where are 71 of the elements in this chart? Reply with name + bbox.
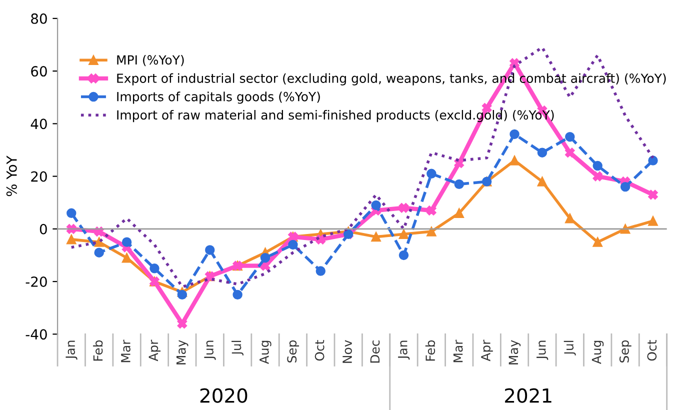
point [316, 266, 326, 276]
point [592, 160, 602, 171]
point [426, 226, 436, 236]
x-tick-label: Sep [287, 340, 300, 362]
point [94, 248, 104, 258]
y-tick-label: 60 [31, 66, 47, 77]
x-tick-label: Feb [93, 340, 103, 361]
point [177, 290, 188, 300]
point [426, 206, 436, 216]
text: 2021 [505, 388, 552, 403]
y-tick-label: -20 [26, 276, 47, 288]
point [371, 200, 381, 210]
x-tick-label: Aug [592, 340, 604, 364]
x-tick-label: Oct [647, 340, 657, 361]
x-tick-label: Mar [453, 340, 463, 362]
x-tick-label: Jul [564, 340, 576, 356]
point [648, 190, 658, 200]
point [510, 156, 520, 166]
point [122, 252, 132, 263]
point [371, 232, 381, 242]
point [648, 156, 658, 166]
x-tick-label: Jan [398, 340, 410, 360]
y-tick-label: 40 [30, 118, 47, 130]
x-tick-label: Nov [342, 340, 352, 363]
x-tick-label: Oct [314, 340, 324, 361]
x-tick-label: Dec [370, 340, 380, 363]
point [288, 240, 298, 250]
point [565, 132, 575, 142]
point [232, 290, 242, 300]
y-tick-label: 0 [40, 224, 47, 234]
point [94, 237, 104, 247]
point [426, 168, 436, 179]
point [150, 264, 160, 274]
x-tick-label: May [176, 340, 188, 364]
point [592, 171, 602, 182]
point [205, 245, 215, 255]
point [398, 229, 409, 240]
y-tick-label: 20 [31, 171, 47, 182]
point [398, 203, 409, 213]
point [537, 148, 548, 158]
point [122, 237, 132, 247]
point [565, 214, 575, 224]
x-tick-label: Apr [481, 340, 493, 362]
legend-label: Imports of capitals goods (%YoY) [117, 92, 320, 104]
y-axis-title: % YoY [6, 156, 17, 196]
x-tick-label: Mar [121, 340, 130, 362]
point [454, 179, 464, 190]
legend-label: MPI (%YoY) [117, 54, 184, 66]
y-tick-label: -40 [26, 329, 47, 340]
point [565, 148, 575, 158]
point [537, 176, 548, 186]
x-tick-label: Jun [536, 340, 548, 360]
x-tick-label: May [508, 340, 521, 364]
x-tick-label: Sep [619, 340, 632, 362]
y-tick-label: 80 [31, 13, 47, 24]
x-tick-label: Apr [148, 340, 161, 362]
point [260, 252, 270, 263]
x-tick-label: Aug [260, 340, 272, 364]
x-tick-label: Jan [66, 340, 78, 360]
text: 2020 [200, 388, 248, 403]
point [510, 129, 520, 140]
point [648, 216, 658, 226]
point [454, 208, 464, 218]
x-tick-label: Jun [204, 340, 216, 360]
point [398, 250, 409, 260]
point [620, 182, 630, 192]
x-tick-label: Feb [425, 340, 436, 361]
point [66, 234, 76, 244]
point [592, 237, 602, 247]
x-tick-label: Jul [232, 340, 244, 356]
point [66, 208, 76, 218]
